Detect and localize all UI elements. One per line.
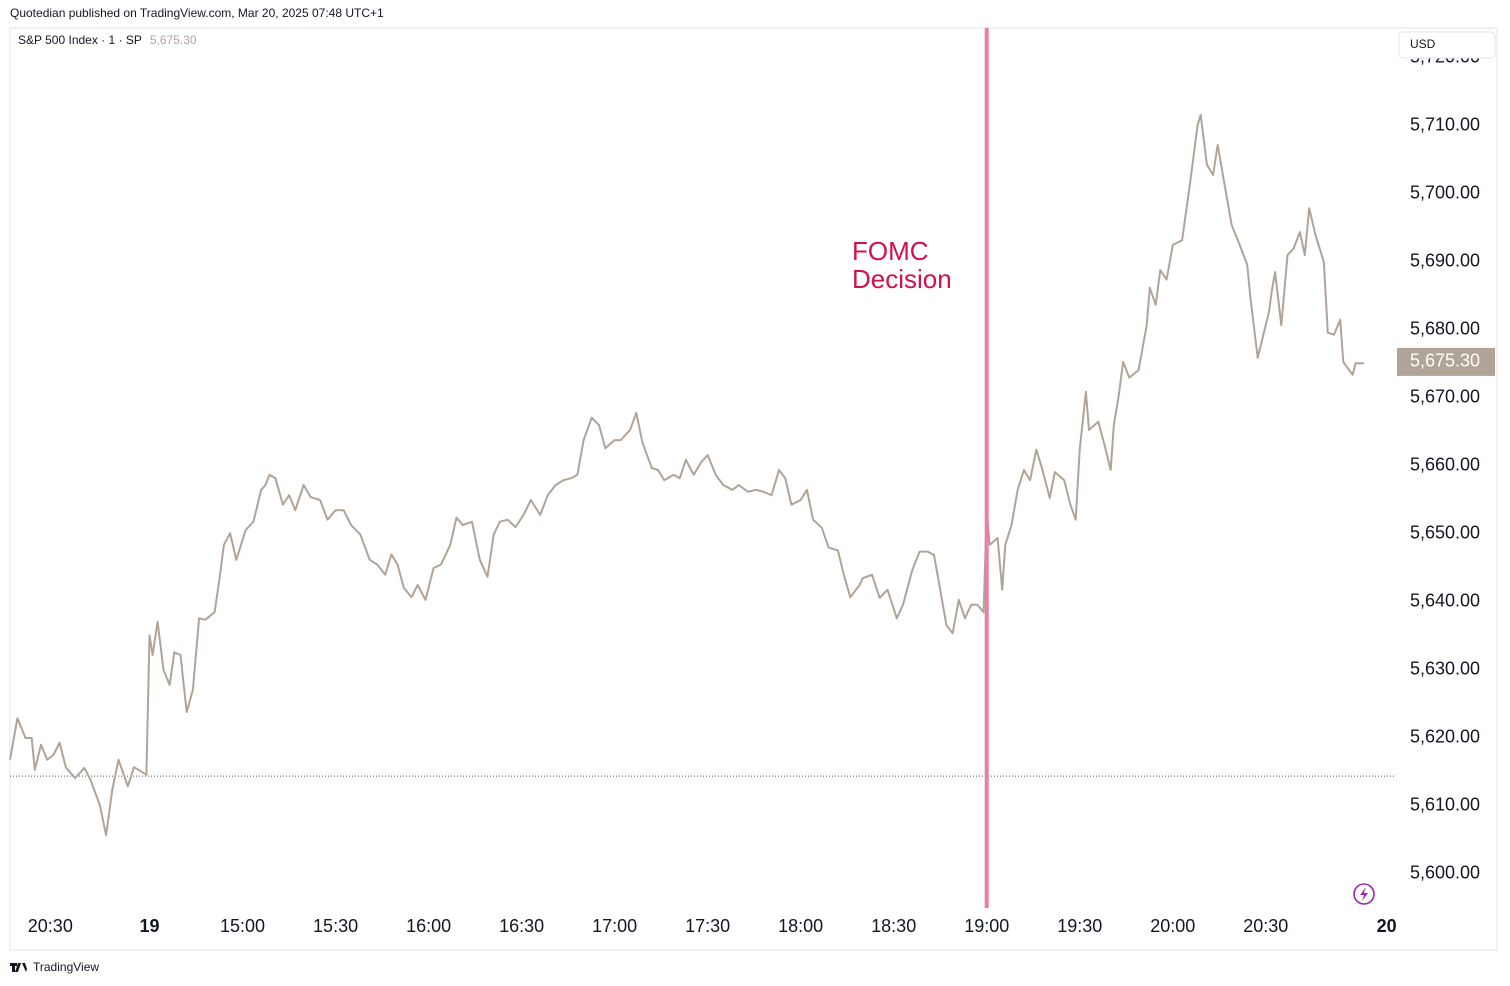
- y-tick-label: 5,610.00: [1410, 795, 1480, 815]
- x-tick-label: 18:30: [871, 916, 916, 936]
- x-tick-label: 19:30: [1057, 916, 1102, 936]
- annotation-text: FOMC: [852, 236, 929, 266]
- legend-value: 5,675.30: [150, 33, 197, 47]
- y-tick-label: 5,690.00: [1410, 251, 1480, 271]
- x-tick-label: 15:30: [313, 916, 358, 936]
- brand-logo: [10, 963, 27, 972]
- x-tick-label: 16:30: [499, 916, 544, 936]
- chart-frame: [9, 27, 1498, 951]
- y-tick-label: 5,710.00: [1410, 115, 1480, 135]
- y-tick-label: 5,640.00: [1410, 591, 1480, 611]
- annotation-text: Decision: [852, 264, 952, 294]
- lightning-circle[interactable]: [1353, 883, 1375, 905]
- legend-label: S&P 500 Index · 1 · SP: [18, 33, 142, 47]
- currency-box: [1398, 31, 1496, 59]
- last-price-badge: [1397, 347, 1495, 376]
- x-tick-label: 20:00: [1150, 916, 1195, 936]
- x-tick-label: 18:00: [778, 916, 823, 936]
- lightning-icon[interactable]: [1360, 887, 1368, 901]
- price-line: [9, 114, 1364, 837]
- x-tick-label: 20: [1377, 916, 1397, 936]
- y-tick-label: 5,600.00: [1410, 863, 1480, 883]
- y-tick-label: 5,670.00: [1410, 387, 1480, 407]
- x-tick-label: 20:30: [28, 916, 73, 936]
- y-tick-label: 5,650.00: [1410, 523, 1480, 543]
- x-tick-label: 15:00: [220, 916, 265, 936]
- x-tick-label: 17:30: [685, 916, 730, 936]
- x-tick-label: 16:00: [406, 916, 451, 936]
- y-tick-label: 5,660.00: [1410, 455, 1480, 475]
- y-tick-label: 5,630.00: [1410, 659, 1480, 679]
- currency-label: USD: [1410, 37, 1436, 51]
- x-tick-label: 19: [140, 916, 160, 936]
- x-tick-label: 19:00: [964, 916, 1009, 936]
- x-tick-label: 20:30: [1243, 916, 1288, 936]
- y-tick-label: 5,700.00: [1410, 183, 1480, 203]
- y-tick-label: 5,680.00: [1410, 319, 1480, 339]
- publish-header: Quotedian published on TradingView.com, …: [10, 6, 384, 20]
- brand: TradingView: [10, 960, 99, 974]
- x-tick-label: 17:00: [592, 916, 637, 936]
- y-tick-label: 5,620.00: [1410, 727, 1480, 747]
- last-price-label: 5,675.30: [1410, 351, 1480, 371]
- brand-text: TradingView: [33, 960, 99, 974]
- lightning-button[interactable]: [1353, 883, 1375, 905]
